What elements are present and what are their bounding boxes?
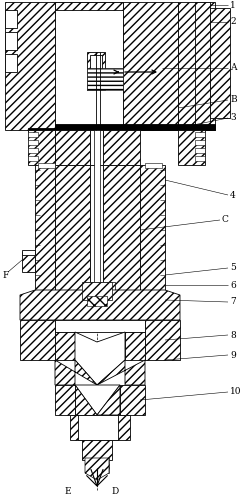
Polygon shape (177, 130, 204, 165)
Polygon shape (75, 385, 96, 415)
Text: D: D (111, 488, 118, 496)
Bar (5, 32, 17, 50)
Polygon shape (102, 130, 140, 165)
Bar (194, 156, 204, 161)
Polygon shape (120, 385, 144, 415)
Polygon shape (102, 165, 140, 295)
Bar (5, 10, 17, 28)
Polygon shape (20, 290, 179, 320)
Bar (28, 156, 38, 161)
Polygon shape (124, 332, 144, 360)
Bar (55, 2, 122, 130)
Bar (70, 415, 130, 440)
Bar (28, 132, 38, 137)
Bar (22, 252, 35, 272)
Bar (87, 296, 106, 306)
Polygon shape (28, 130, 55, 165)
Bar (82, 440, 112, 460)
Text: 3: 3 (229, 114, 235, 123)
Polygon shape (55, 385, 75, 415)
Polygon shape (55, 360, 96, 385)
Text: 5: 5 (229, 263, 235, 272)
Polygon shape (144, 320, 179, 360)
Polygon shape (55, 130, 90, 165)
Bar (194, 148, 204, 153)
Bar (85, 282, 114, 300)
Bar (55, 2, 122, 10)
Text: 9: 9 (229, 351, 235, 360)
Polygon shape (122, 2, 177, 130)
Text: 8: 8 (229, 330, 235, 339)
Polygon shape (75, 332, 124, 385)
Bar (144, 163, 161, 168)
Text: E: E (64, 488, 71, 496)
Polygon shape (55, 165, 90, 295)
Bar (55, 320, 144, 332)
Bar (90, 165, 102, 295)
Bar (209, 8, 229, 118)
Bar (85, 458, 108, 473)
Polygon shape (87, 52, 104, 90)
Polygon shape (35, 165, 55, 295)
Text: F: F (2, 270, 8, 280)
Bar (90, 130, 102, 165)
Polygon shape (96, 385, 120, 415)
Text: A: A (229, 63, 235, 72)
Polygon shape (5, 2, 55, 130)
Text: 1: 1 (229, 0, 235, 9)
Polygon shape (55, 332, 75, 360)
Bar (87, 68, 122, 90)
Text: 10: 10 (229, 387, 240, 396)
Text: B: B (229, 96, 236, 105)
Polygon shape (96, 360, 144, 385)
Polygon shape (82, 282, 112, 300)
Bar (38, 163, 55, 168)
Bar (194, 132, 204, 137)
Text: 4: 4 (229, 190, 235, 199)
Bar (90, 55, 102, 87)
Text: C: C (221, 215, 228, 225)
Polygon shape (140, 165, 164, 295)
Bar (55, 124, 214, 130)
Bar (94, 130, 100, 295)
Bar (90, 285, 110, 297)
Text: 6: 6 (229, 281, 235, 290)
Bar (194, 140, 204, 145)
Bar (5, 54, 17, 72)
Polygon shape (20, 320, 55, 360)
Bar (194, 2, 209, 130)
Text: 2: 2 (229, 17, 235, 26)
Bar (28, 148, 38, 153)
Bar (28, 128, 55, 134)
Bar (22, 250, 35, 255)
Bar (28, 140, 38, 145)
Polygon shape (85, 458, 108, 480)
Text: 7: 7 (229, 298, 235, 307)
Polygon shape (75, 385, 120, 415)
Bar (78, 415, 118, 440)
Polygon shape (177, 2, 214, 130)
